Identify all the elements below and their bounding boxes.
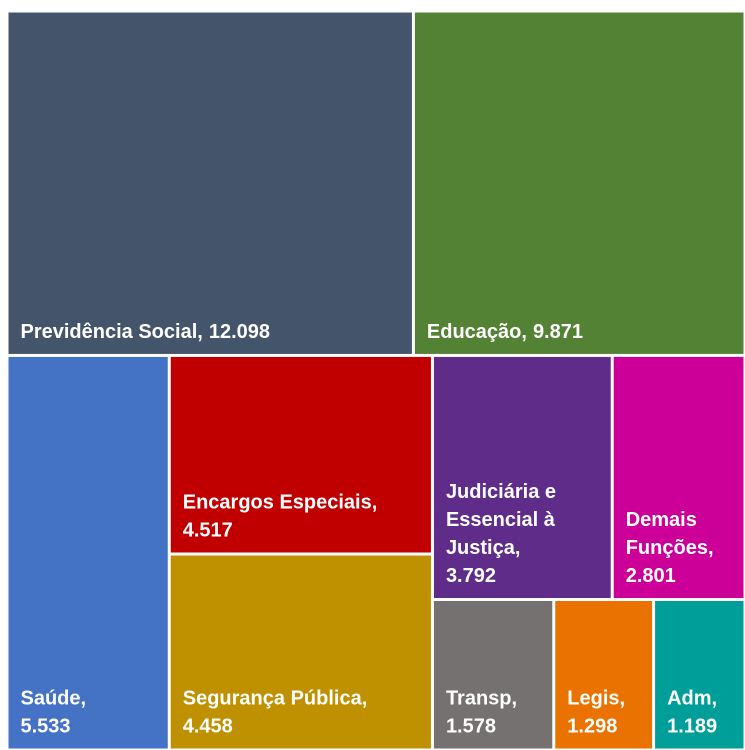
cell-value-label: 2.801 (626, 565, 676, 587)
cell-label-line: Essencial à (446, 509, 561, 531)
cell-value-label: 3.792 (446, 565, 496, 587)
cell-value-label: 1.298 (567, 716, 617, 738)
cell-value-label: 1.189 (667, 716, 717, 738)
cell-label-line: Adm, (667, 688, 717, 710)
cell-label-line: Legis, (567, 688, 625, 710)
cell-label-line: Judiciária e (446, 481, 562, 503)
cell-label: Legis, (567, 688, 625, 710)
cell-label-line: Previdência Social, (21, 321, 203, 343)
cell-label: Judiciária e Essencial à Justiça, (446, 481, 562, 559)
cell-label: Encargos Especiais, (183, 492, 378, 514)
cell-value-label: 5.533 (21, 716, 71, 738)
treemap-cell (170, 555, 431, 749)
cell-label: Educação, (427, 321, 527, 343)
cell-label: Segurança Pública, (183, 688, 368, 710)
cell-label: Transp, (446, 688, 517, 710)
cell-label-line: Encargos Especiais, (183, 492, 378, 514)
treemap-cell (433, 601, 553, 749)
treemap-cell (8, 356, 168, 749)
treemap-cell (8, 12, 412, 354)
cell-value-label: 4.458 (183, 716, 233, 738)
treemap-cell (555, 601, 653, 749)
cell-label-line: Transp, (446, 688, 517, 710)
cell-label-line: Segurança Pública, (183, 688, 368, 710)
treemap-cell (414, 12, 744, 354)
cell-value-label: 4.517 (183, 520, 233, 542)
cell-label-line: Justiça, (446, 537, 520, 559)
treemap-cell (170, 356, 431, 553)
cell-label-line: Demais (626, 509, 703, 531)
cell-label-line: Saúde, (21, 688, 87, 710)
cell-label: Adm, (667, 688, 717, 710)
cell-label: Previdência Social, (21, 321, 203, 343)
cell-label: Demais Funções, (626, 509, 714, 559)
cell-label-line: Funções, (626, 537, 714, 559)
treemap-cell (613, 356, 744, 599)
cell-label-line: Educação, (427, 321, 527, 343)
treemap-cell (433, 356, 611, 599)
treemap-cell (655, 601, 744, 749)
cell-value-label: 9.871 (533, 321, 583, 343)
cell-label: Saúde, (21, 688, 87, 710)
cell-value-label: 12.098 (209, 321, 270, 343)
cell-value-label: 1.578 (446, 716, 496, 738)
